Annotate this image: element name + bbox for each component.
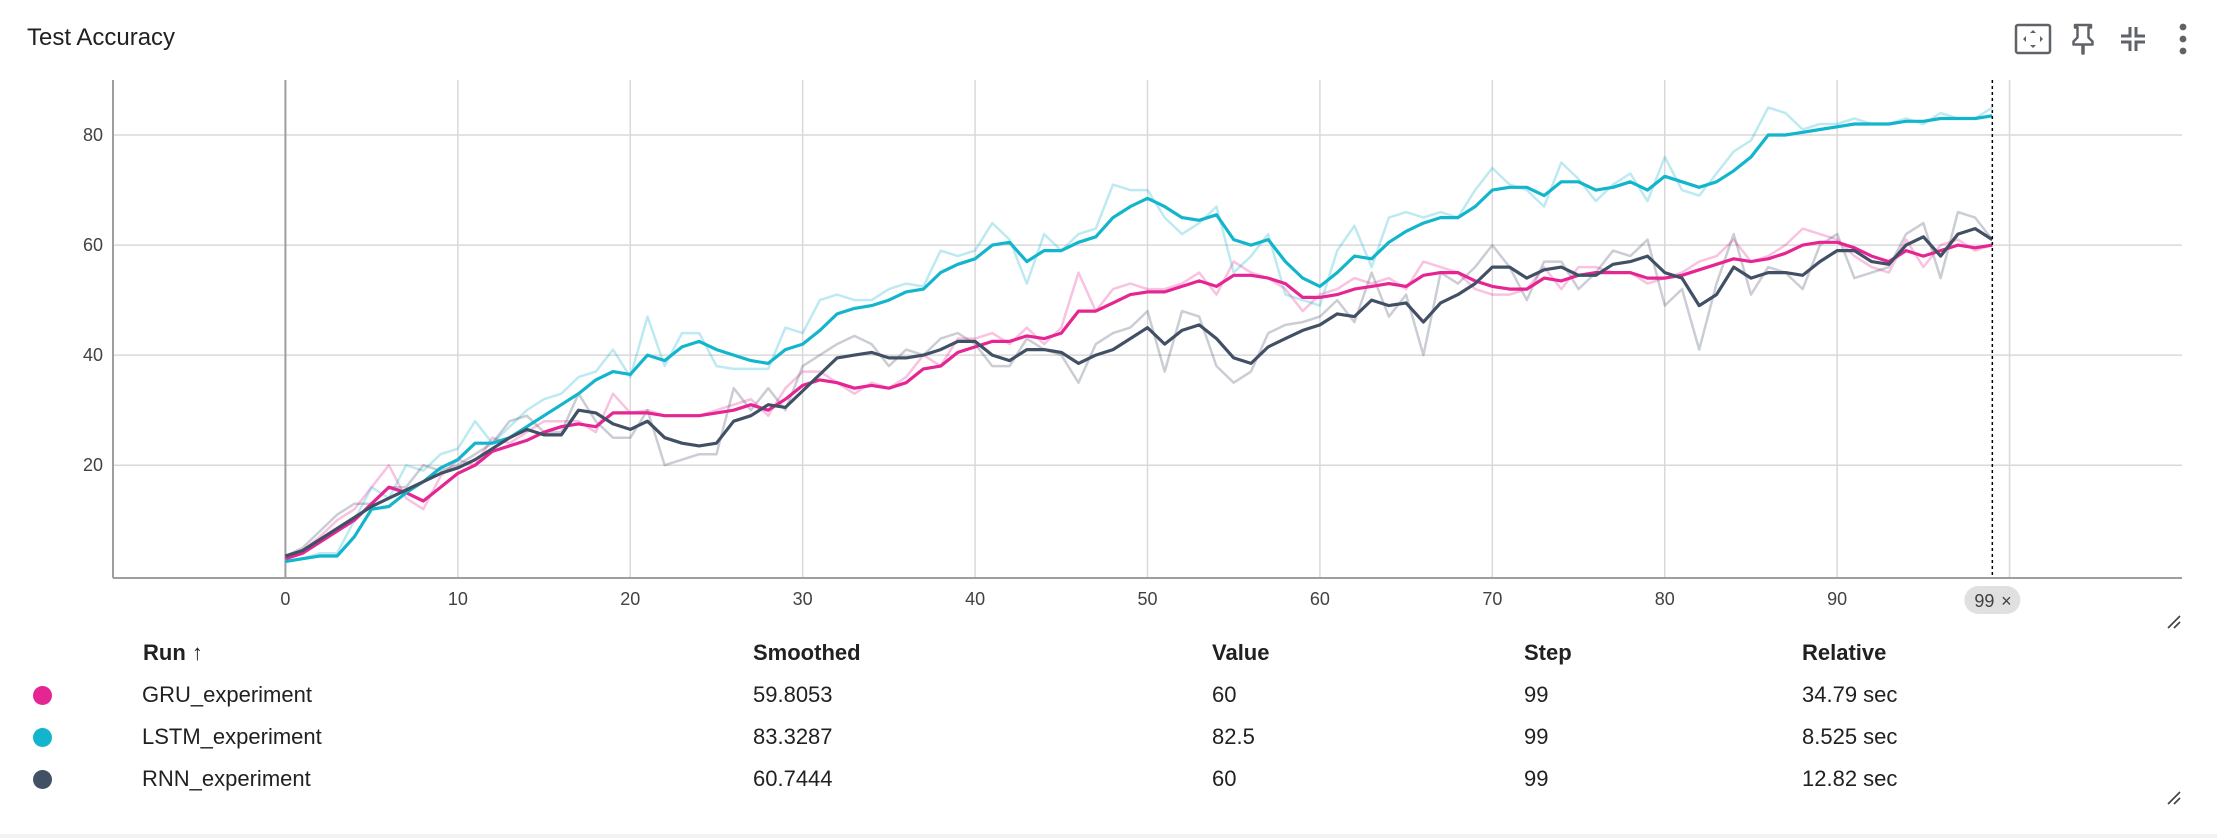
relative-value: 8.525 sec [1802, 724, 1898, 749]
x-tick-label: 80 [1655, 589, 1675, 609]
raw-value: 82.5 [1212, 724, 1255, 749]
smoothed-value: 83.3287 [753, 724, 833, 749]
series-raw-line [284, 210, 1994, 558]
run-color-dot [33, 770, 52, 789]
table-row: LSTM_experiment 83.3287 82.5 99 8.525 se… [0, 716, 2217, 758]
run-name: RNN_experiment [142, 766, 311, 791]
x-tick-label: 90 [1827, 589, 1847, 609]
x-tick-label: 10 [448, 589, 468, 609]
raw-value: 60 [1212, 766, 1237, 791]
x-tick-label: 70 [1482, 589, 1502, 609]
run-name: LSTM_experiment [142, 724, 322, 749]
x-tick-label: 50 [1137, 589, 1157, 609]
pin-button[interactable] [2059, 16, 2107, 62]
more-options-button[interactable] [2159, 16, 2207, 62]
y-tick-label: 80 [83, 125, 103, 145]
x-tick-label: 20 [620, 589, 640, 609]
y-tick-label: 20 [83, 455, 103, 475]
x-tick-label: 40 [965, 589, 985, 609]
smoothed-value: 59.8053 [753, 682, 833, 707]
header-step[interactable]: Step [1524, 640, 1572, 665]
header-relative[interactable]: Relative [1802, 640, 1887, 665]
step-value: 99 [1524, 724, 1549, 749]
pin-icon [2072, 23, 2094, 55]
series-smoothed-line [285, 114, 1993, 564]
resize-table-icon[interactable] [2166, 790, 2182, 806]
header-run[interactable]: Run ↑ [143, 640, 203, 665]
table-row: RNN_experiment 60.7444 60 99 12.82 sec [0, 758, 2217, 800]
relative-value: 34.79 sec [1802, 682, 1898, 707]
fit-domain-button[interactable] [2009, 16, 2057, 62]
header-value[interactable]: Value [1212, 640, 1270, 665]
smoothed-value: 60.7444 [753, 766, 833, 791]
line-chart[interactable]: 0 10 20 30 40 50 60 70 80 90 20 40 60 80 99 × [0, 70, 2217, 630]
raw-value: 60 [1212, 682, 1237, 707]
x-tick-label: 0 [280, 589, 290, 609]
relative-value: 12.82 sec [1802, 766, 1898, 791]
run-color-dot [33, 728, 52, 747]
step-value: 99 [1524, 766, 1549, 791]
x-tick-label: 60 [1310, 589, 1330, 609]
resize-chart-icon[interactable] [2166, 614, 2182, 630]
card-title: Test Accuracy [27, 24, 176, 51]
y-tick-label: 40 [83, 345, 103, 365]
collapse-button[interactable] [2109, 16, 2157, 62]
y-tick-label: 60 [83, 235, 103, 255]
more-vert-icon [2179, 23, 2187, 55]
table-row: GRU_experiment 59.8053 60 99 34.79 sec [0, 674, 2217, 716]
step-cursor-pill [1964, 586, 2021, 614]
fit-domain-icon [2014, 23, 2052, 55]
series-raw-line [284, 227, 1993, 560]
step-cursor-close-icon[interactable]: × [2001, 591, 2012, 611]
header-smoothed[interactable]: Smoothed [753, 640, 861, 665]
step-cursor-label: 99 [1974, 591, 1994, 611]
collapse-icon [2121, 27, 2145, 51]
x-tick-label: 30 [793, 589, 813, 609]
run-name: GRU_experiment [142, 682, 312, 707]
step-value: 99 [1524, 682, 1549, 707]
run-color-dot [33, 686, 52, 705]
series-smoothed-line [284, 227, 1994, 558]
